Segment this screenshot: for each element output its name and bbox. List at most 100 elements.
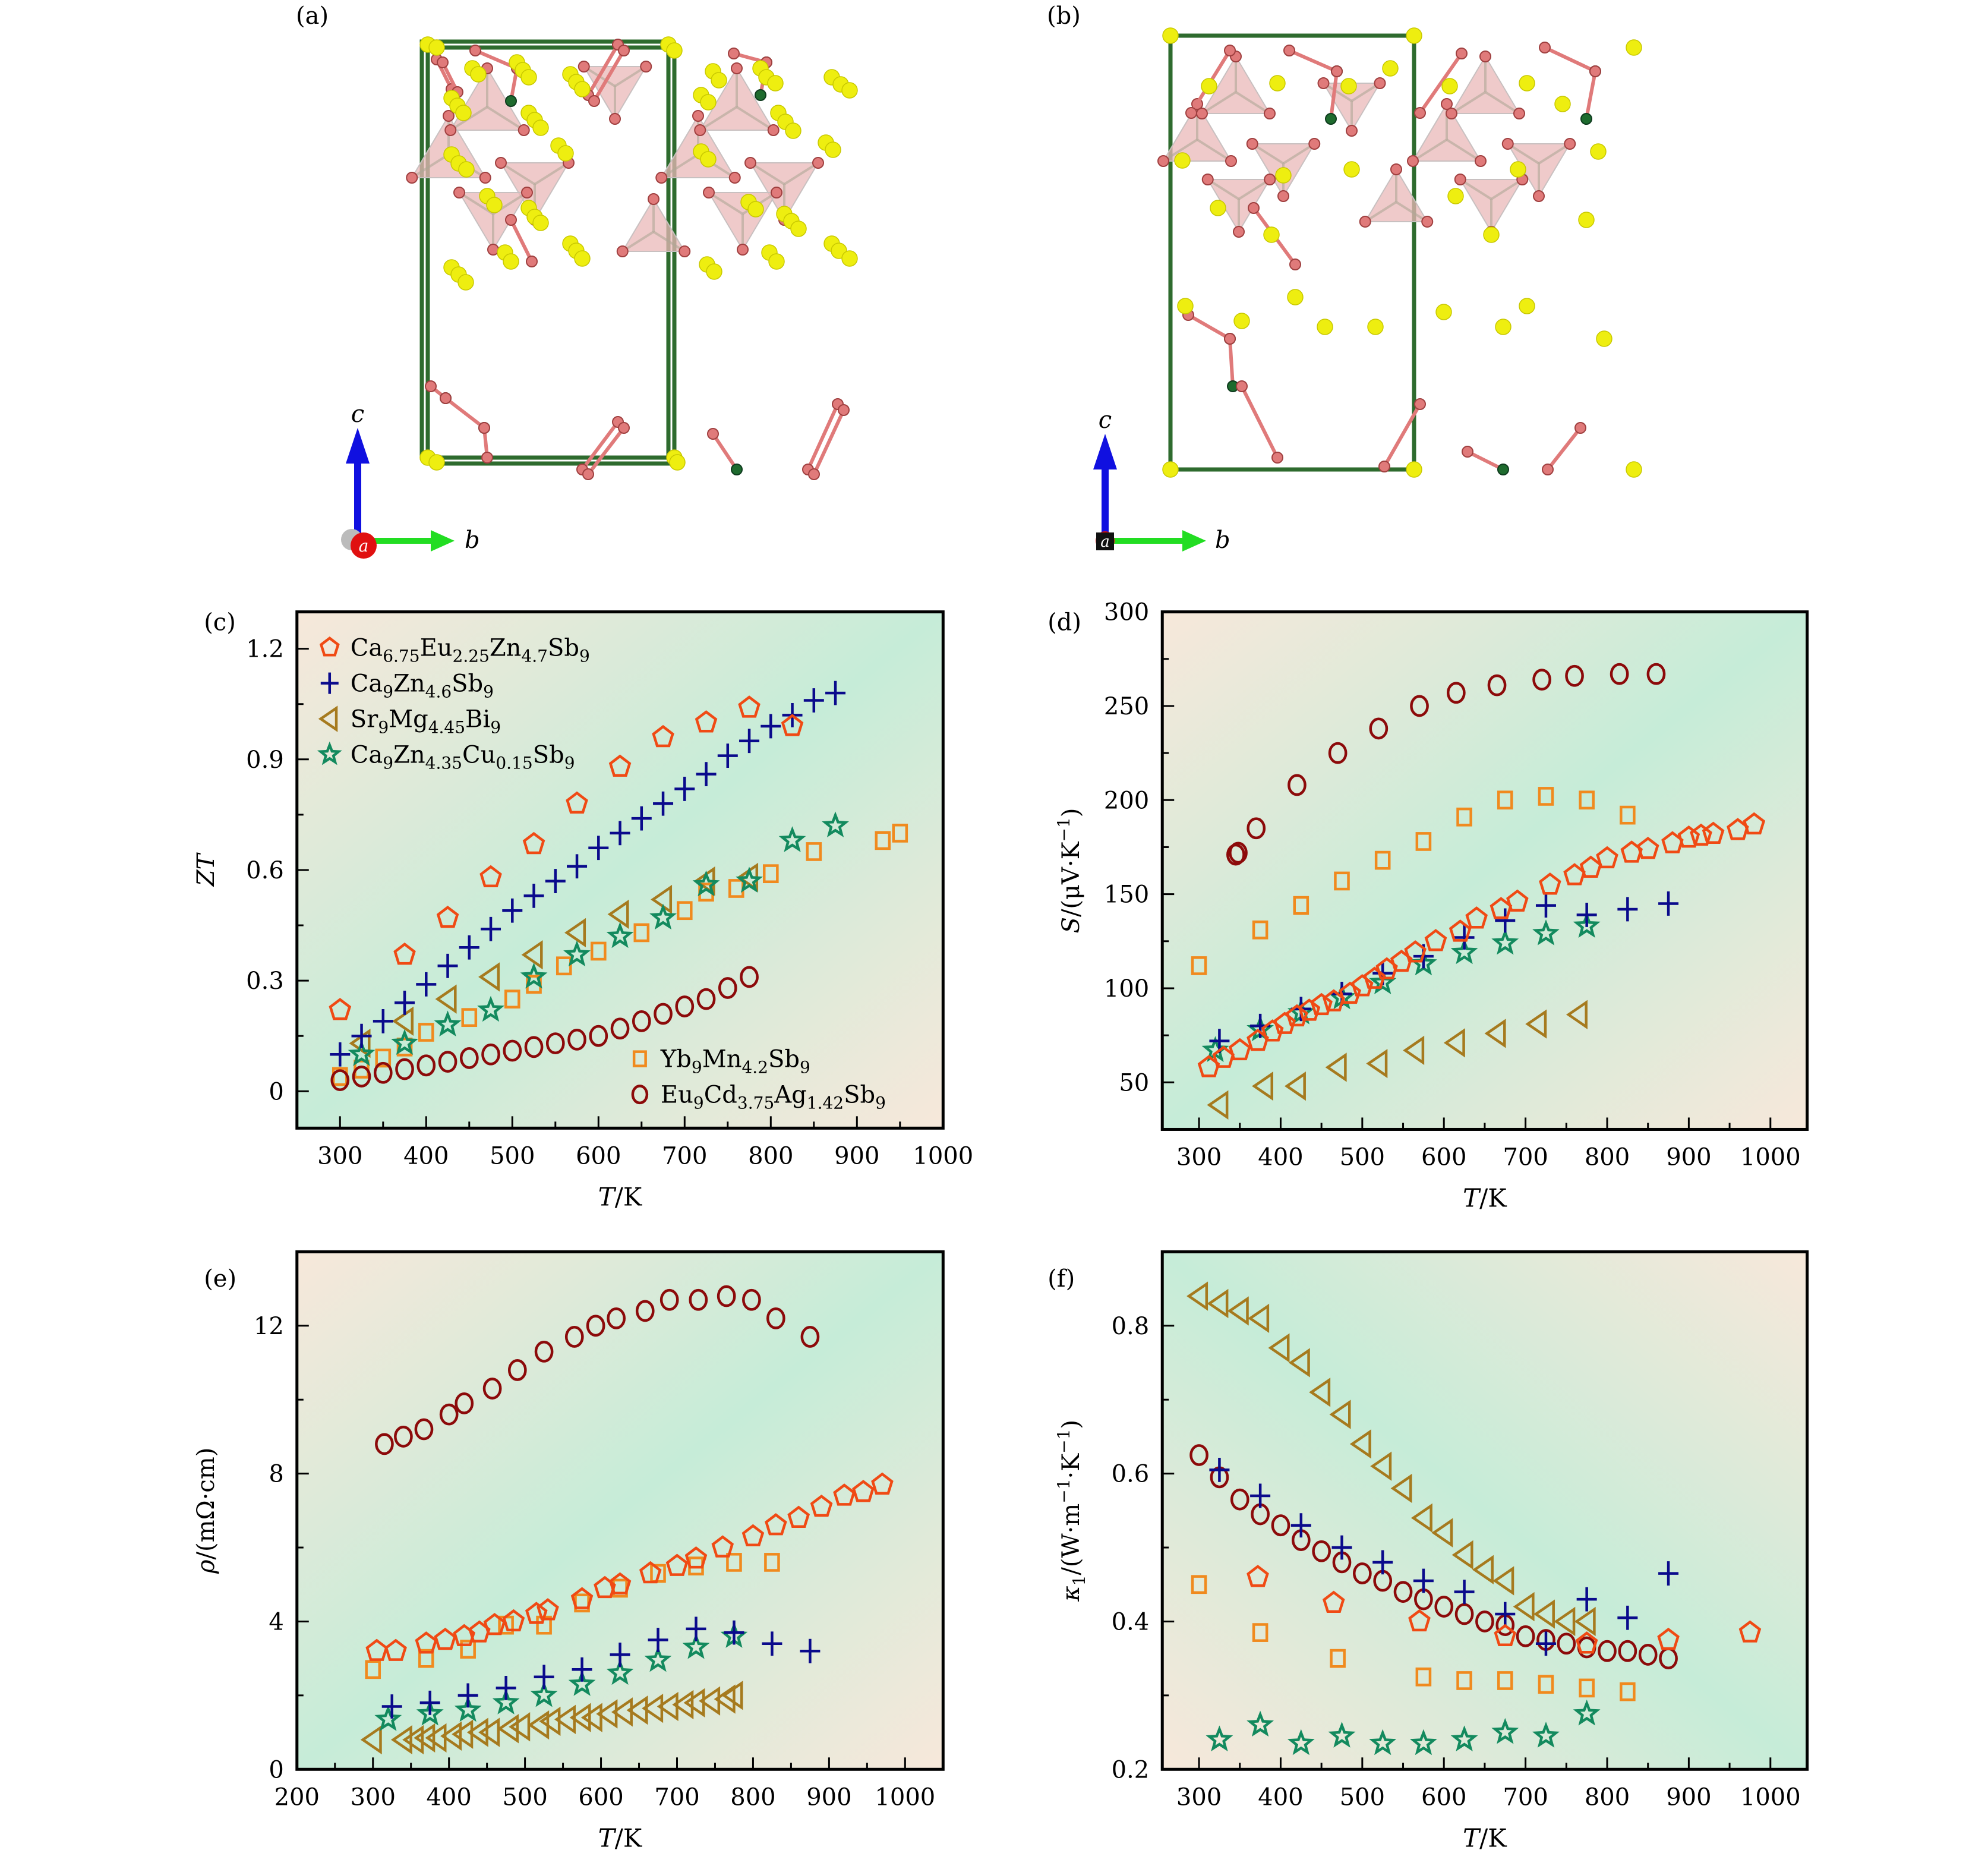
data-point [454,1695,482,1722]
data-point [871,1472,894,1495]
data-point [1189,1444,1208,1466]
x-tick-label: 600 [1421,1143,1466,1171]
svg-text:ZT: ZT [193,852,220,887]
data-point [1475,1611,1494,1632]
legend-item: Ca6.75Eu2.25Zn4.7Sb9 [319,635,590,666]
cation-atom [1201,78,1217,94]
legend-label: Ca9Zn4.6Sb9 [351,670,494,702]
sb-atom [731,62,743,74]
data-point [391,1029,418,1055]
sb-atom [1264,174,1276,185]
cation-atom [1406,461,1422,478]
y-tick-label: 8 [269,1461,283,1488]
data-point [563,940,591,967]
sb-atom [526,256,538,267]
cation-atom [841,250,858,267]
cation-atom [669,454,686,471]
data-point [762,1631,782,1656]
cation-atom [711,72,727,89]
data-point [607,899,629,929]
data-point [1576,1587,1597,1612]
data-point [545,869,566,893]
sb-atom [1501,138,1514,150]
sb-atom [1533,190,1545,202]
cation-atom [785,122,801,139]
sb-atom [517,124,530,136]
data-point [1610,663,1629,685]
data-point [351,1023,372,1048]
x-tick-label: 500 [1340,1783,1385,1811]
data-point [330,1069,350,1092]
data-point [418,1023,434,1042]
sb-atom [582,468,594,480]
data-point [393,942,416,965]
sb-atom [1308,138,1321,150]
data-point [1404,940,1427,963]
sb-atom [812,157,824,169]
series-Yb9Mn4.2Sb9 [1191,1575,1636,1701]
data-point [415,1631,438,1654]
x-tick-label: 300 [351,1783,396,1811]
bond [1466,450,1504,471]
cation-atom [486,197,503,213]
data-point [479,865,502,888]
data-point [1352,1562,1372,1584]
b-axis-label: b [1215,527,1230,554]
sb-atom [609,113,621,125]
data-point [608,754,632,777]
sb-atom [616,245,629,257]
cation-atom [1626,461,1642,478]
sb-atom [1462,446,1473,458]
series-Ca6.75Eu2.25Zn4.7Sb9 [1247,1565,1762,1654]
data-point [537,1598,559,1621]
sb-atom [1283,45,1295,56]
bond [1546,427,1582,471]
x-tick-label: 800 [1585,1783,1630,1811]
data-point [534,1340,554,1363]
x-tick-label: 1000 [1740,1783,1801,1811]
legend-marker [631,1085,649,1105]
series-Eu9Cd3.75Ag1.42Sb9 [1226,663,1666,866]
data-point [482,1378,502,1400]
atoms-group [406,36,858,480]
data-point [800,1638,821,1663]
data-point [457,1683,478,1708]
data-point [1434,1596,1454,1618]
sb-atom [495,157,507,169]
data-point [778,826,806,852]
data-point [1538,1675,1554,1694]
data-point [503,1039,522,1062]
data-point [1328,1722,1356,1748]
data-point [414,1723,436,1753]
legend-marker [317,741,342,765]
data-point [1617,897,1638,922]
x-tick-label: 1000 [875,1783,935,1811]
data-point [497,1714,519,1744]
bond [1288,49,1338,73]
cation-atom [1162,27,1179,44]
x-tick-label: 800 [748,1142,793,1170]
data-point [644,1646,672,1672]
cation-atom [1162,461,1179,478]
sb-atom [588,95,600,107]
sb-atom [440,392,452,404]
data-point [608,1572,632,1594]
data-point [521,940,543,970]
y-tick-label: 0.9 [246,746,284,774]
cation-atom [706,263,722,280]
x-tick-label: 900 [834,1142,879,1170]
axis-indicator: a c b [1093,406,1230,554]
x-tick-label: 800 [1585,1143,1630,1171]
series-Yb9Mn4.2Sb9 [1191,787,1636,975]
data-point [396,1037,413,1057]
b-axis-arrow-icon [431,530,455,551]
sb-atom [479,172,491,184]
sb-atom [640,61,652,73]
cation-atom [574,81,591,97]
crystal-structure-a: a c b [341,36,858,559]
data-point [852,1480,875,1502]
data-point [416,1699,444,1726]
data-point [648,1628,668,1652]
data-point [1494,1624,1517,1647]
data-point [1247,1565,1269,1587]
